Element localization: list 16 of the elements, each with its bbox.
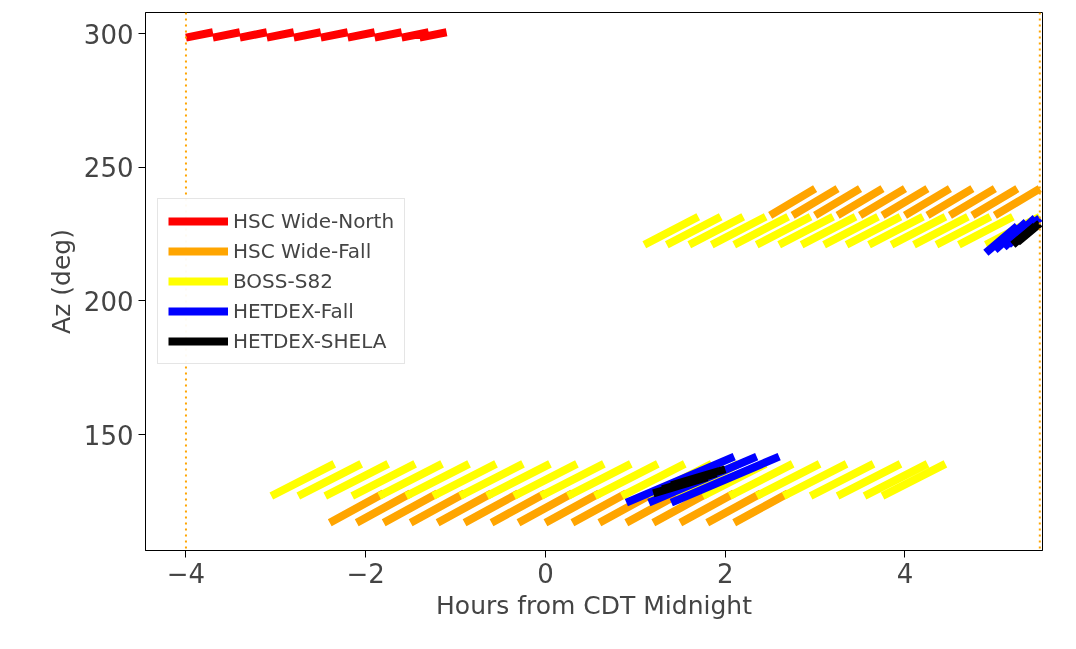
- legend-label: HSC Wide-North: [233, 209, 395, 233]
- legend-label: HETDEX-Fall: [233, 299, 354, 323]
- y-tick-label: 300: [83, 19, 134, 50]
- legend-label: BOSS-S82: [233, 269, 333, 293]
- x-tick-label: 2: [716, 558, 734, 589]
- y-axis-title: Az (deg): [46, 229, 76, 334]
- legend-label: HETDEX-SHELA: [233, 329, 387, 353]
- x-axis-title: Hours from CDT Midnight: [436, 590, 753, 620]
- y-tick-label: 200: [83, 286, 134, 317]
- x-tick-label: −4: [166, 558, 206, 589]
- x-tick-label: −2: [346, 558, 385, 589]
- x-tick-label: 0: [537, 558, 554, 589]
- y-tick-label: 250: [83, 153, 134, 184]
- x-tick-label: 4: [896, 558, 914, 589]
- legend-label: HSC Wide-Fall: [233, 239, 372, 263]
- y-tick-label: 150: [83, 420, 134, 451]
